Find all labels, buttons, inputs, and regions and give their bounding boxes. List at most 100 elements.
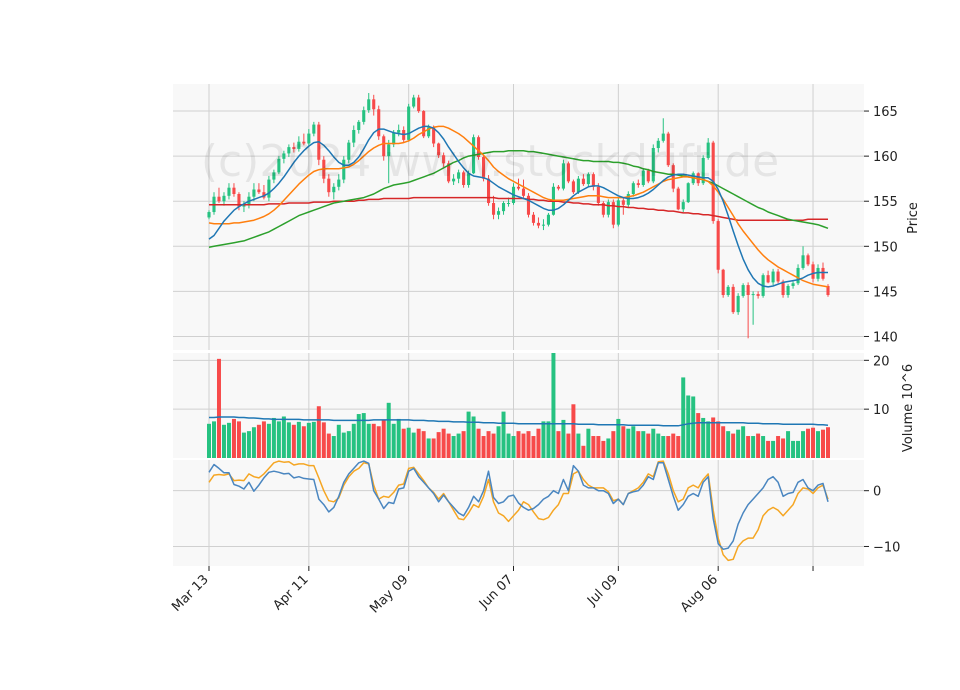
volume-bar	[271, 417, 276, 458]
volume-bar	[771, 440, 776, 458]
candle-body	[312, 124, 316, 134]
volume-bar	[566, 433, 571, 458]
volume-ytick-label: 20	[873, 354, 890, 369]
volume-bar	[781, 438, 786, 458]
volume-bar	[481, 436, 486, 458]
candle-body	[671, 165, 675, 189]
volume-bar	[311, 421, 316, 458]
volume-bar	[246, 431, 251, 458]
volume-bar	[666, 436, 671, 458]
volume-bar	[761, 436, 766, 458]
candle-body	[546, 214, 550, 225]
candle-body	[397, 129, 401, 133]
candle-body	[766, 275, 770, 283]
volume-bar	[376, 426, 381, 458]
candle-body	[646, 170, 650, 182]
candle-body	[636, 183, 640, 185]
candle-body	[516, 186, 521, 189]
candle-body	[736, 295, 740, 313]
volume-bar	[456, 433, 461, 458]
volume-bar	[411, 432, 416, 458]
volume-bar	[406, 427, 411, 458]
candle-body	[482, 157, 486, 179]
volume-bar	[586, 428, 591, 458]
volume-bar	[221, 424, 226, 458]
volume-bar	[696, 413, 701, 458]
candle-body	[297, 141, 301, 149]
volume-bar	[506, 433, 511, 458]
volume-bar	[256, 424, 261, 458]
xtick-label: Mar 13	[169, 572, 212, 615]
candle-body	[452, 178, 456, 182]
volume-bar	[426, 438, 431, 458]
volume-bar	[486, 431, 491, 458]
volume-bar	[341, 432, 346, 458]
volume-bar	[606, 438, 611, 458]
candle-body	[422, 111, 426, 137]
volume-bar	[291, 424, 296, 458]
xtick-label: Apr 11	[271, 572, 312, 613]
volume-bar	[546, 421, 551, 458]
volume-bar	[596, 436, 601, 458]
candle-body	[272, 172, 276, 180]
volume-bar	[361, 413, 366, 458]
volume-bar	[431, 438, 436, 458]
candle-body	[581, 178, 585, 185]
candle-body	[292, 147, 296, 149]
volume-bar	[641, 431, 646, 458]
volume-bar	[286, 422, 291, 458]
volume-bar	[801, 431, 806, 458]
candle-body	[332, 186, 336, 193]
volume-bar	[216, 358, 221, 458]
volume-bar	[611, 431, 616, 458]
candle-body	[651, 148, 655, 182]
price-ytick-label: 150	[873, 240, 898, 255]
volume-bar	[226, 422, 231, 458]
candle-body	[227, 187, 231, 196]
candle-body	[521, 188, 526, 196]
volume-bar	[371, 423, 376, 458]
candle-body	[501, 203, 506, 212]
volume-bar	[241, 432, 246, 458]
volume-bar	[336, 424, 341, 458]
candle-body	[487, 178, 491, 204]
volume-bar	[656, 433, 661, 458]
volume-bar	[301, 426, 306, 458]
volume-bar	[621, 426, 626, 458]
candle-body	[621, 200, 625, 205]
volume-bar	[816, 431, 821, 458]
volume-bar	[541, 421, 546, 458]
price-ytick-label: 155	[873, 195, 898, 210]
candle-body	[506, 203, 511, 205]
volume-bar	[786, 431, 791, 458]
volume-bar	[751, 436, 756, 458]
volume-bar	[391, 423, 396, 458]
candle-body	[232, 187, 236, 195]
volume-bar	[676, 436, 681, 458]
candle-body	[566, 163, 570, 182]
price-ytick-label: 145	[873, 285, 898, 300]
candle-body	[791, 283, 795, 286]
candle-body	[442, 155, 446, 164]
candle-body	[746, 285, 750, 295]
volume-bar	[671, 433, 676, 458]
volume-bar	[461, 431, 466, 458]
oscillator-ytick-label: 0	[873, 485, 881, 500]
volume-bar	[811, 427, 816, 458]
volume-bar	[741, 426, 746, 458]
volume-bar	[476, 428, 481, 458]
oscillator-fast-line	[208, 460, 829, 551]
candle-body	[457, 172, 461, 179]
candle-body	[641, 170, 645, 185]
candle-body	[287, 147, 291, 154]
oscillator-ytick-label: −10	[873, 540, 900, 555]
volume-bar	[231, 418, 236, 458]
volume-bar	[521, 433, 526, 458]
candle-body	[477, 137, 481, 158]
volume-bar	[511, 436, 516, 458]
volume-bar	[421, 431, 426, 458]
candle-body	[347, 142, 351, 160]
volume-bar	[321, 422, 326, 458]
xtick-label: Aug 06	[678, 572, 721, 615]
candle-body	[681, 202, 685, 210]
